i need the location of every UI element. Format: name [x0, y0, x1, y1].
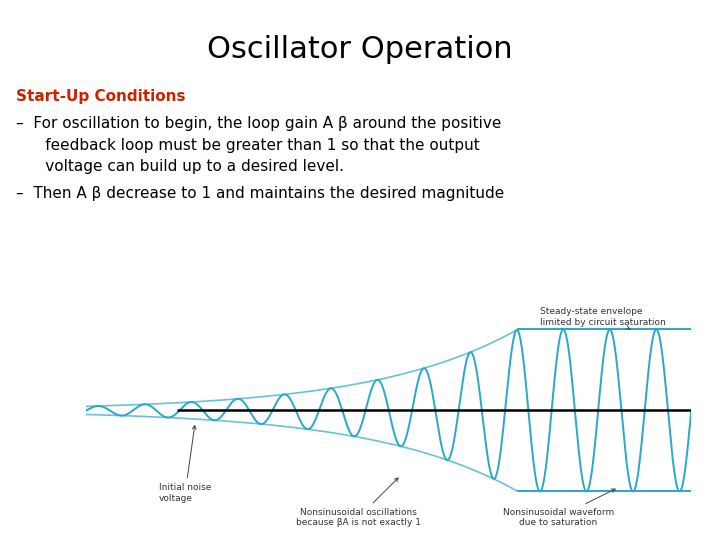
- Text: feedback loop must be greater than 1 so that the output: feedback loop must be greater than 1 so …: [16, 138, 480, 153]
- Text: Steady-state envelope
limited by circuit saturation: Steady-state envelope limited by circuit…: [540, 307, 666, 329]
- Text: Oscillator Operation: Oscillator Operation: [207, 35, 513, 64]
- Text: Nonsinusoidal waveform
due to saturation: Nonsinusoidal waveform due to saturation: [503, 489, 615, 527]
- Text: –  For oscillation to begin, the loop gain A β around the positive: – For oscillation to begin, the loop gai…: [16, 116, 501, 131]
- Text: Initial noise
voltage: Initial noise voltage: [159, 426, 212, 503]
- Text: Start-Up Conditions: Start-Up Conditions: [16, 89, 185, 104]
- Text: voltage can build up to a desired level.: voltage can build up to a desired level.: [16, 159, 344, 174]
- Text: –  Then A β decrease to 1 and maintains the desired magnitude: – Then A β decrease to 1 and maintains t…: [16, 186, 504, 201]
- Text: Nonsinusoidal oscillations
because βA is not exactly 1: Nonsinusoidal oscillations because βA is…: [296, 478, 421, 527]
